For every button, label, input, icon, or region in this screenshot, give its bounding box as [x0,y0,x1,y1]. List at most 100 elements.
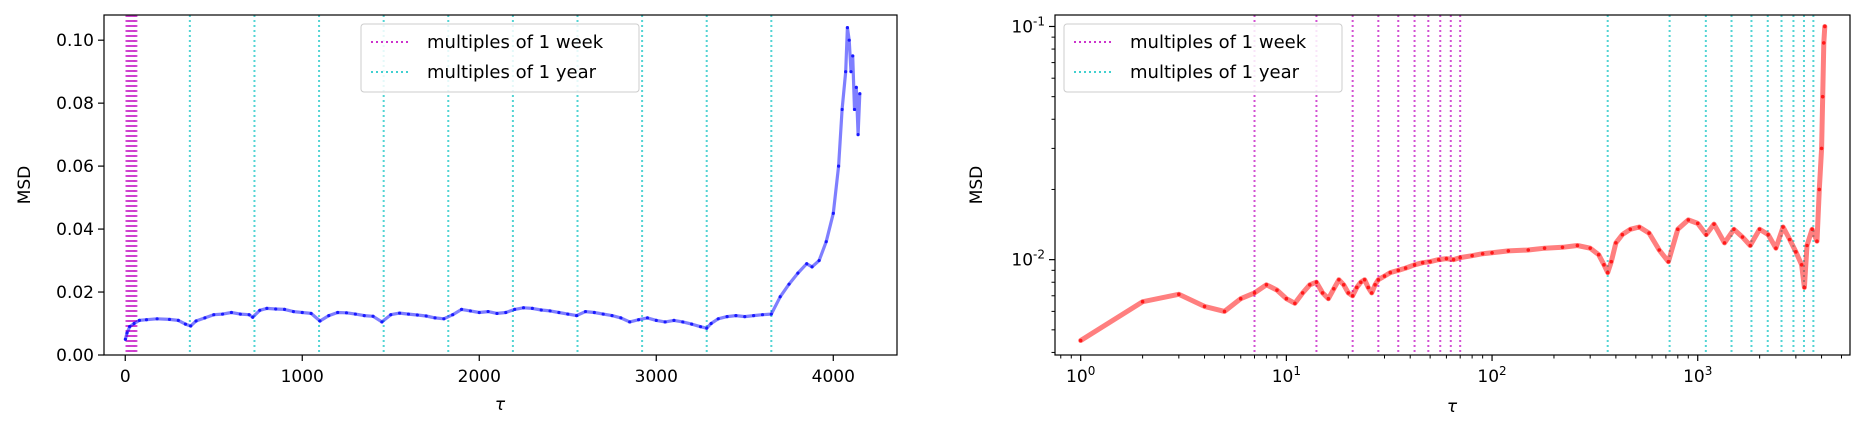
data-point [760,313,765,317]
x-tick-label: 0 [120,367,131,387]
data-point [1331,286,1336,291]
data-point [189,324,193,328]
x-tick-label: 4000 [812,367,855,387]
data-point [1819,146,1824,151]
data-point [1350,293,1355,298]
data-point [415,313,419,317]
data-point [1605,270,1610,275]
data-point [137,318,142,322]
data-point [1596,252,1601,257]
data-point [1369,291,1374,295]
data-point [1490,250,1494,255]
data-point [858,92,862,96]
data-point [504,310,508,315]
data-point [1177,292,1181,297]
data-point [1341,283,1346,287]
data-point [716,317,720,321]
y-tick-label: 10-2 [1011,248,1045,271]
data-point [144,318,149,322]
data-point [1480,251,1485,256]
data-point [1264,283,1269,287]
data-point [1526,248,1531,252]
data-point [1695,221,1700,226]
data-point [1542,246,1547,250]
data-point [690,322,694,326]
data-point [1815,239,1819,243]
x-axis: 100 101 102 103 [1060,355,1842,387]
plot-frame [1054,14,1851,356]
data-point [844,70,848,74]
data-point [817,258,821,263]
data-point [1614,241,1618,245]
data-point [705,326,709,330]
y-tick-label: 0.08 [56,94,94,114]
legend: multiples of 1 week multiples of 1 year [1063,23,1343,93]
legend-label-year: multiples of 1 year [1130,62,1300,83]
data-point [1575,243,1580,248]
data-point [521,306,526,310]
x-tick-label: 3000 [635,367,678,387]
x-tick-label: 2000 [458,367,501,387]
data-point [1275,288,1279,292]
y-axis: 0.00 0.02 0.04 0.06 0.08 0.10 [56,31,104,366]
data-point [1817,187,1822,192]
data-point [247,313,251,317]
data-point [796,271,800,275]
data-point [1222,309,1227,314]
legend-label-week: multiples of 1 week [1130,32,1307,53]
data-point [123,337,128,341]
data-point [1355,285,1359,290]
data-point [1794,250,1798,254]
data-point [406,312,411,316]
data-point [1238,296,1243,301]
data-point [840,107,844,112]
x-tick-label: 103 [1683,364,1712,387]
legend-box [1063,23,1343,93]
data-point [1412,263,1417,267]
data-point [856,133,860,137]
data-point [220,312,225,316]
data-point [575,314,579,318]
data-point [805,262,809,266]
data-point [734,314,738,318]
data-point [852,107,857,112]
data-point [610,314,614,318]
data-point [1284,296,1289,301]
data-point [672,318,676,322]
data-point [380,320,384,324]
data-point [654,318,658,322]
data-point [1732,227,1736,232]
data-point [847,38,851,42]
data-point [336,310,340,315]
data-point [681,320,685,324]
data-point [486,309,490,314]
data-point [1388,270,1393,275]
data-point [849,70,853,74]
data-point [636,318,641,322]
legend: multiples of 1 week multiples of 1 year [360,23,640,93]
data-point [238,312,242,316]
data-point [1140,299,1145,304]
data-point [282,307,287,311]
data-point [1823,24,1827,29]
data-point [1802,285,1807,290]
series-line-0 [1078,24,1828,343]
data-point [752,314,756,318]
data-point [592,310,596,315]
data-point [1337,277,1341,282]
x-tick-label: 100 [1066,364,1095,387]
data-point [583,309,588,314]
data-point [824,240,828,244]
x-axis-label: τ [495,395,506,415]
data-point [1805,243,1809,248]
y-tick-label: 0.04 [56,220,94,240]
series-layer [123,25,862,341]
x-tick-label: 102 [1477,364,1506,387]
data-point [845,25,850,30]
data-point [442,317,446,321]
data-point [787,282,791,286]
data-point [851,54,855,58]
data-point [1366,285,1371,290]
data-point [1358,280,1363,285]
